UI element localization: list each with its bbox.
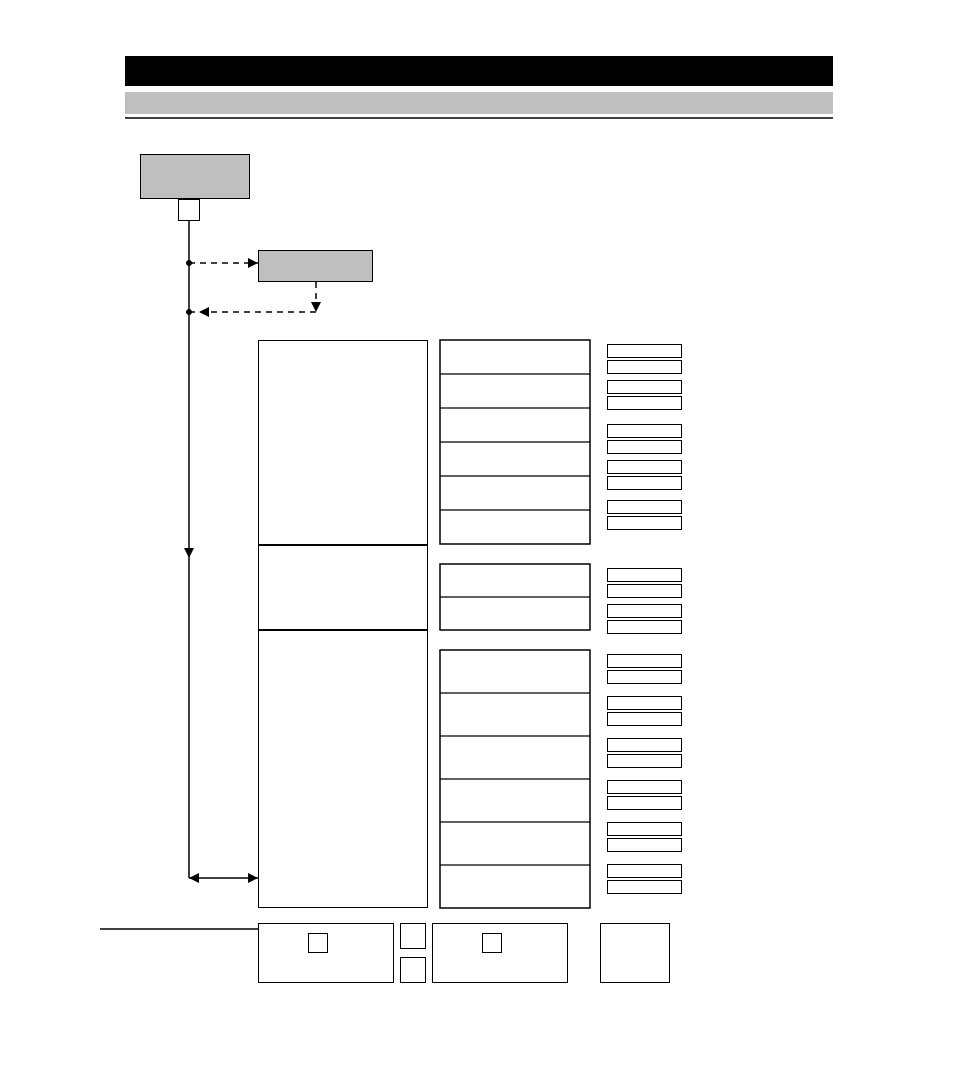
ref-box <box>607 516 682 530</box>
ref-box <box>607 460 682 474</box>
ref-box <box>607 696 682 710</box>
ref-box <box>607 424 682 438</box>
ref-box <box>607 440 682 454</box>
ref-box <box>607 568 682 582</box>
ref-box <box>607 604 682 618</box>
ref-box <box>607 500 682 514</box>
ref-box <box>607 396 682 410</box>
ref-box <box>607 838 682 852</box>
ref-box <box>607 380 682 394</box>
ref-box <box>607 880 682 894</box>
bottom-tiny-1 <box>400 923 426 949</box>
ref-box <box>607 584 682 598</box>
ref-box <box>607 796 682 810</box>
ref-box <box>607 654 682 668</box>
ref-box <box>607 360 682 374</box>
ref-box <box>607 822 682 836</box>
ref-box <box>607 476 682 490</box>
ref-box <box>607 670 682 684</box>
bottom-box-1-inner <box>308 933 328 953</box>
bottom-box-2-inner <box>482 933 502 953</box>
start-box <box>140 154 250 199</box>
bottom-box-1 <box>258 923 394 983</box>
start-sub-square <box>178 199 200 221</box>
ref-box <box>607 344 682 358</box>
bottom-box-2 <box>432 923 568 983</box>
ref-box <box>607 712 682 726</box>
col-a-box-1 <box>258 340 428 545</box>
col-a-box-2 <box>258 545 428 630</box>
col-a-box-3 <box>258 630 428 908</box>
ref-box <box>607 620 682 634</box>
sub-box <box>258 250 373 282</box>
bottom-box-3 <box>600 923 670 983</box>
bottom-tiny-2 <box>400 957 426 983</box>
ref-box <box>607 738 682 752</box>
ref-box <box>607 780 682 794</box>
ref-box <box>607 754 682 768</box>
ref-box <box>607 864 682 878</box>
